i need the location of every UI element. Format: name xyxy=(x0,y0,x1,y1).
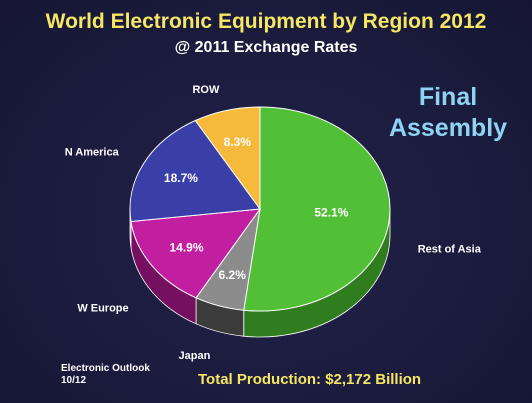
pie-value-label-rest-of-asia: 52.1% xyxy=(314,206,348,220)
pie-slices xyxy=(129,106,391,312)
pie-labels: 52.1% Rest of Asia 6.2% Japan 14.9% W Europe 1… xyxy=(65,84,482,362)
pie-slice-n-america xyxy=(129,119,261,222)
pie-value-label-n-america: 18.7% xyxy=(164,171,198,185)
source-note: Electronic Outlook 10/12 xyxy=(61,363,150,387)
final-assembly-annotation: Final Assembly xyxy=(388,82,508,144)
source-line-1: Electronic Outlook xyxy=(61,363,150,374)
total-production: Total Production: $2,172 Billion xyxy=(198,371,422,388)
annotation-line-1: Final xyxy=(418,83,478,111)
pie-category-label-rest-of-asia: Rest of Asia xyxy=(418,244,482,256)
pie-value-label-japan: 6.2% xyxy=(219,268,247,282)
pie-category-label-row: ROW xyxy=(192,84,220,96)
chart-subtitle: @ 2011 Exchange Rates xyxy=(174,39,358,56)
chart-title: World Electronic Equipment by Region 201… xyxy=(45,10,487,33)
source-line-2: 10/12 xyxy=(61,375,87,386)
pie-sides xyxy=(129,208,391,338)
pie-category-label-japan: Japan xyxy=(179,350,211,362)
pie-category-label-n-america: N America xyxy=(65,146,120,158)
pie-slice-rest-of-asia xyxy=(243,106,391,312)
pie-value-label-row: 8.3% xyxy=(224,135,252,149)
pie-slice-row xyxy=(194,106,261,211)
annotation-line-2: Assembly xyxy=(388,114,508,142)
pie-category-label-w-europe: W Europe xyxy=(77,303,128,315)
pie-value-label-w-europe: 14.9% xyxy=(170,241,204,255)
pie-slice-w-europe xyxy=(130,208,262,299)
